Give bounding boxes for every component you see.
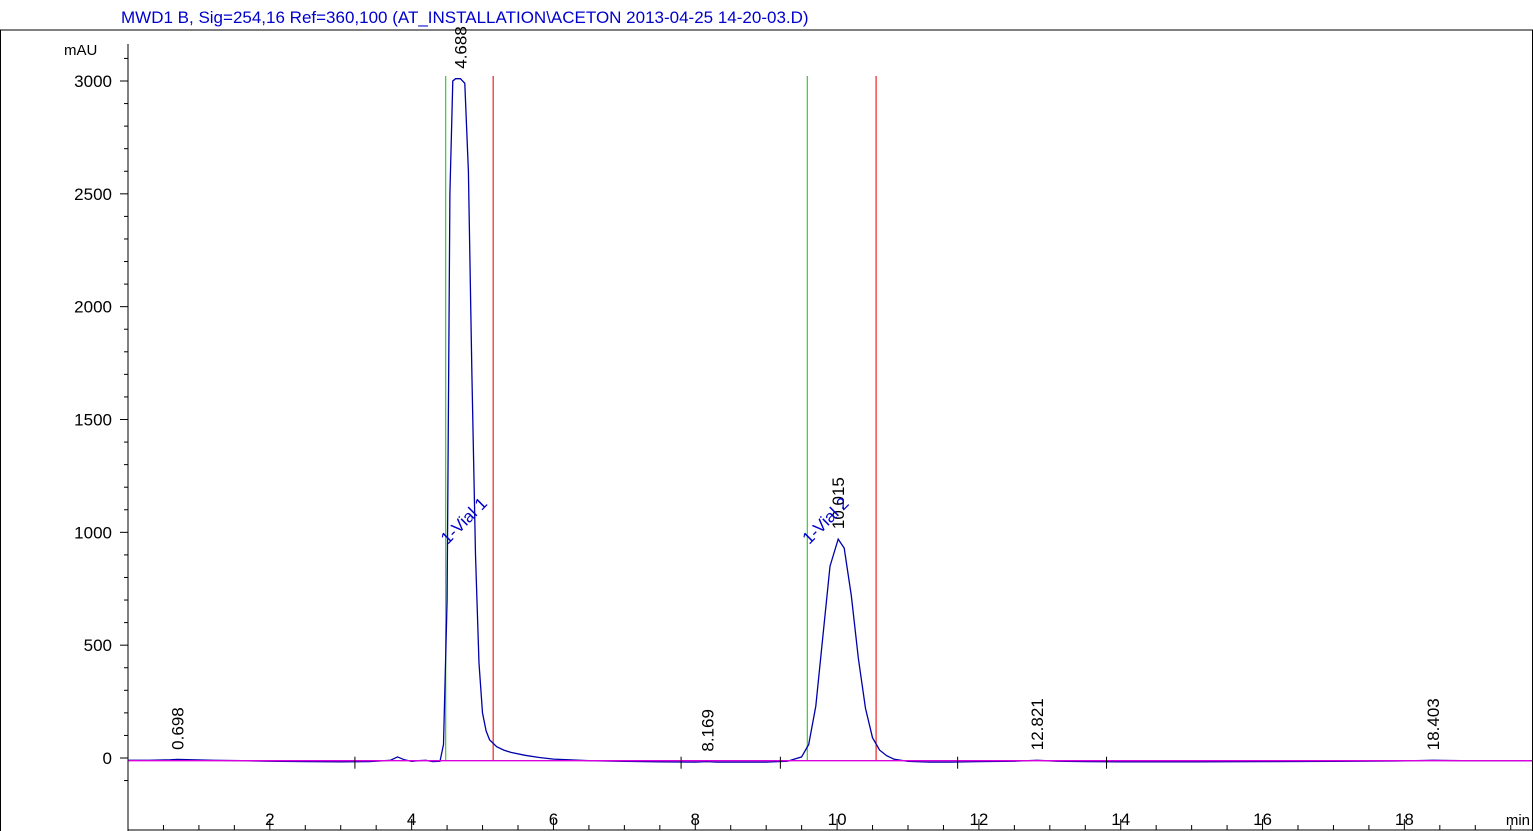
- y-tick-label: 2500: [74, 185, 112, 204]
- y-tick-label: 1500: [74, 411, 112, 430]
- y-tick-label: 3000: [74, 72, 112, 91]
- y-tick-label: 0: [103, 749, 112, 768]
- y-tick-label: 2000: [74, 298, 112, 317]
- x-tick-label: 10: [828, 810, 847, 829]
- peak-rt-label: 18.403: [1424, 698, 1443, 750]
- x-tick-label: 6: [549, 810, 558, 829]
- x-tick-label: 14: [1111, 810, 1130, 829]
- y-tick-label: 500: [84, 636, 112, 655]
- signal-trace: [128, 78, 1532, 763]
- chart-title: MWD1 B, Sig=254,16 Ref=360,100 (AT_INSTA…: [121, 8, 809, 27]
- y-axis-label: mAU: [64, 42, 97, 59]
- integration-windows: [445, 76, 877, 761]
- peak-rt-label: 8.169: [698, 709, 717, 752]
- x-tick-label: 16: [1253, 810, 1272, 829]
- x-axis-label: min: [1506, 812, 1530, 829]
- x-tick-label: 18: [1395, 810, 1414, 829]
- x-tick-label: 12: [969, 810, 988, 829]
- axes: mAU 0 500 1000 1500 2000 2500 3000 2 4 6 8 10 12 14 16 1…: [64, 42, 1532, 831]
- x-tick-label: 4: [407, 810, 416, 829]
- peak-rt-label: 10.015: [829, 477, 848, 529]
- x-tick-label: 8: [691, 810, 700, 829]
- series-layer: [128, 78, 1532, 769]
- peak-rt-label: 4.688: [451, 26, 470, 69]
- peak-rt-label: 0.698: [168, 707, 187, 750]
- plot-frame: [0, 29, 1533, 831]
- y-tick-label: 1000: [74, 523, 112, 542]
- x-tick-label: 2: [265, 810, 274, 829]
- peak-rt-label: 12.821: [1028, 698, 1047, 750]
